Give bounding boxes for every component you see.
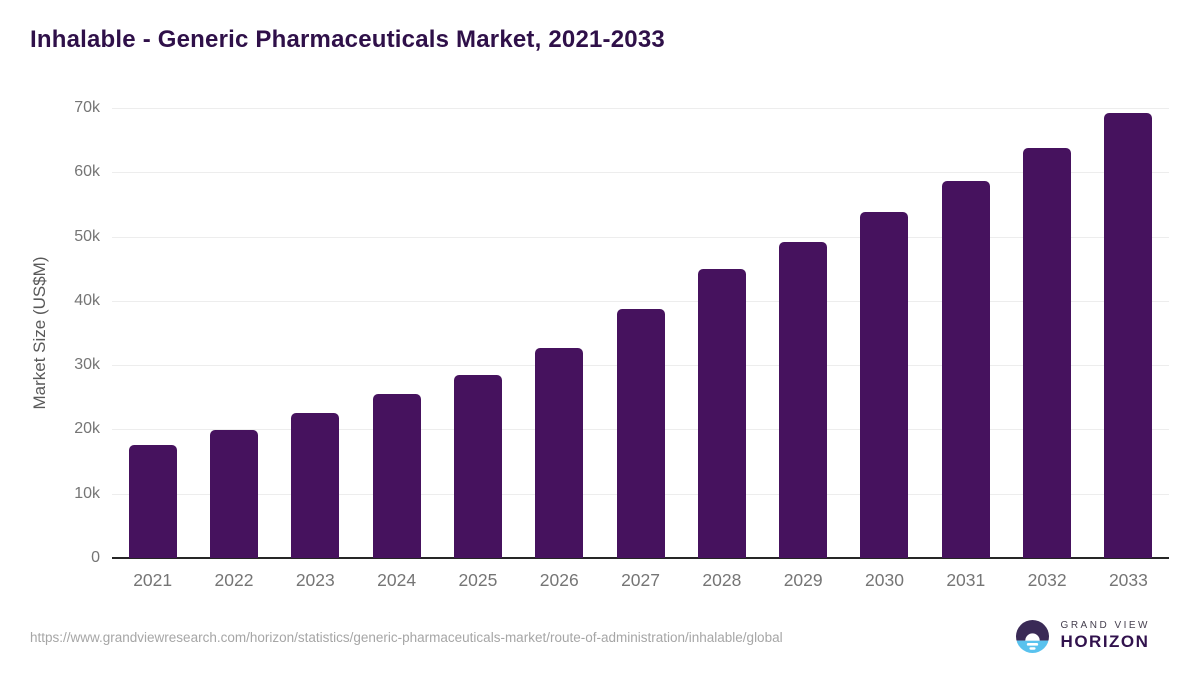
gridline [112, 172, 1169, 174]
x-tick-label-2027: 2027 [621, 570, 660, 590]
y-tick-label: 10k [74, 484, 100, 502]
bar-2029[interactable] [779, 241, 828, 558]
bar-2032[interactable] [1023, 147, 1072, 558]
x-tick-label-2022: 2022 [214, 570, 254, 590]
x-tick-label-2023: 2023 [295, 570, 335, 590]
x-tick-label-2032: 2032 [1027, 570, 1067, 590]
gridline [112, 108, 1169, 109]
bar-slot [681, 108, 762, 558]
logo-brand-line-1: GRAND VIEW [1060, 620, 1150, 632]
bar-slot [763, 108, 844, 558]
horizon-sun-icon [1015, 620, 1049, 653]
x-tick-label-2026: 2026 [539, 570, 579, 590]
y-tick-label: 0 [91, 549, 100, 566]
bar-slot [519, 108, 600, 558]
bar-2033[interactable] [1104, 112, 1153, 558]
x-tick-label-2024: 2024 [377, 570, 417, 590]
x-axis-baseline [112, 557, 1169, 559]
y-tick-label: 30k [74, 356, 100, 374]
bar-2027[interactable] [616, 308, 665, 558]
gridline [112, 236, 1169, 238]
y-tick-label: 20k [74, 420, 100, 438]
x-tick-label-2031: 2031 [946, 570, 986, 590]
gridline [112, 300, 1169, 302]
bars-layer [112, 108, 1169, 558]
x-tick-label-2030: 2030 [865, 570, 904, 590]
y-tick-label: 60k [74, 163, 100, 181]
bar-2025[interactable] [453, 374, 502, 558]
logo-brand-line-2: HORIZON [1060, 632, 1150, 652]
bar-slot [600, 108, 681, 558]
bar-2022[interactable] [209, 430, 258, 558]
y-tick-label: 40k [74, 291, 100, 309]
bar-slot [112, 108, 193, 558]
bar-slot [193, 108, 274, 558]
bar-slot [437, 108, 518, 558]
logo-wordmark: GRAND VIEW HORIZON [1061, 620, 1150, 652]
x-tick-label-2033: 2033 [1108, 570, 1148, 590]
y-tick-label: 70k [74, 99, 100, 116]
chart-title: Inhalable - Generic Pharmaceuticals Mark… [30, 26, 665, 53]
grand-view-horizon-logo: GRAND VIEW HORIZON [1015, 620, 1150, 653]
x-tick-label-2025: 2025 [458, 570, 498, 590]
x-tick-label-2029: 2029 [783, 570, 823, 590]
bar-slot [844, 108, 925, 558]
source-url: https://www.grandviewresearch.com/horizo… [30, 630, 783, 645]
bar-slot [275, 108, 356, 558]
bar-2026[interactable] [535, 347, 584, 558]
bar-2031[interactable] [941, 181, 990, 558]
plot-area [112, 108, 1169, 559]
bar-2021[interactable] [128, 444, 177, 558]
bar-2030[interactable] [860, 212, 909, 558]
x-axis-tick-labels: 2021 2022 2023 2024 2025 2026 2027 2028 2029 2030… [112, 570, 1169, 591]
y-tick-label: 50k [74, 227, 100, 245]
bar-slot [356, 108, 437, 558]
x-tick-label-2028: 2028 [702, 570, 742, 590]
bar-2028[interactable] [697, 268, 746, 558]
bar-slot [925, 108, 1006, 558]
bar-slot [1006, 108, 1087, 558]
x-tick-label-2021: 2021 [133, 570, 173, 590]
y-axis-tick-labels: 0 10k 20k 30k 40k 50k 60k 70k [0, 99, 100, 566]
bar-slot [1088, 108, 1169, 558]
bar-2024[interactable] [372, 394, 421, 558]
bar-2023[interactable] [291, 413, 340, 558]
